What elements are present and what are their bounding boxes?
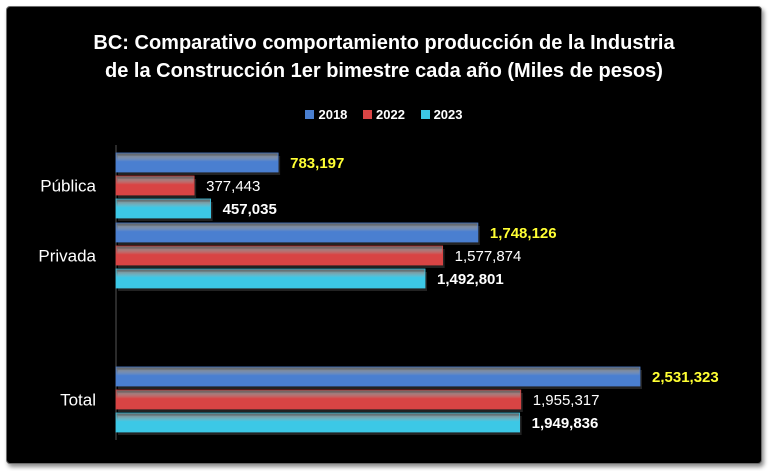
legend-item-2023: 2023 [420, 107, 463, 122]
bar-2023 [115, 412, 521, 433]
bar-2022 [115, 389, 522, 410]
bar-2018 [115, 222, 479, 243]
data-label: 1,748,126 [490, 225, 557, 242]
legend-label-2018: 2018 [318, 107, 348, 122]
data-label: 1,955,317 [533, 392, 600, 409]
legend-label-2023: 2023 [433, 107, 463, 122]
legend-swatch-2018 [305, 110, 315, 119]
bar-2022 [115, 175, 195, 196]
legend-item-2018: 2018 [305, 107, 347, 122]
data-label: 1,577,874 [455, 248, 522, 265]
bar-2023 [115, 268, 426, 289]
data-label: 783,197 [290, 155, 344, 172]
category-label: Privada [38, 247, 96, 266]
data-label: 1,949,836 [532, 415, 599, 432]
bar-2023 [115, 198, 212, 219]
bar-2018 [115, 366, 641, 387]
bar-2018 [115, 152, 279, 173]
data-label: 377,443 [206, 178, 260, 195]
legend-swatch-2022 [363, 110, 373, 119]
legend: 2018 2022 2023 [7, 107, 761, 122]
data-label: 2,531,323 [652, 369, 719, 386]
legend-item-2022: 2022 [363, 107, 405, 122]
bar-2022 [115, 245, 444, 266]
data-label: 1,492,801 [437, 271, 504, 288]
legend-swatch-2023 [420, 110, 430, 119]
category-label: Total [60, 391, 96, 410]
category-label: Pública [40, 177, 96, 196]
legend-label-2022: 2022 [376, 107, 405, 122]
chart-title: BC: Comparativo comportamiento producció… [93, 32, 675, 82]
data-label: 457,035 [223, 201, 277, 218]
